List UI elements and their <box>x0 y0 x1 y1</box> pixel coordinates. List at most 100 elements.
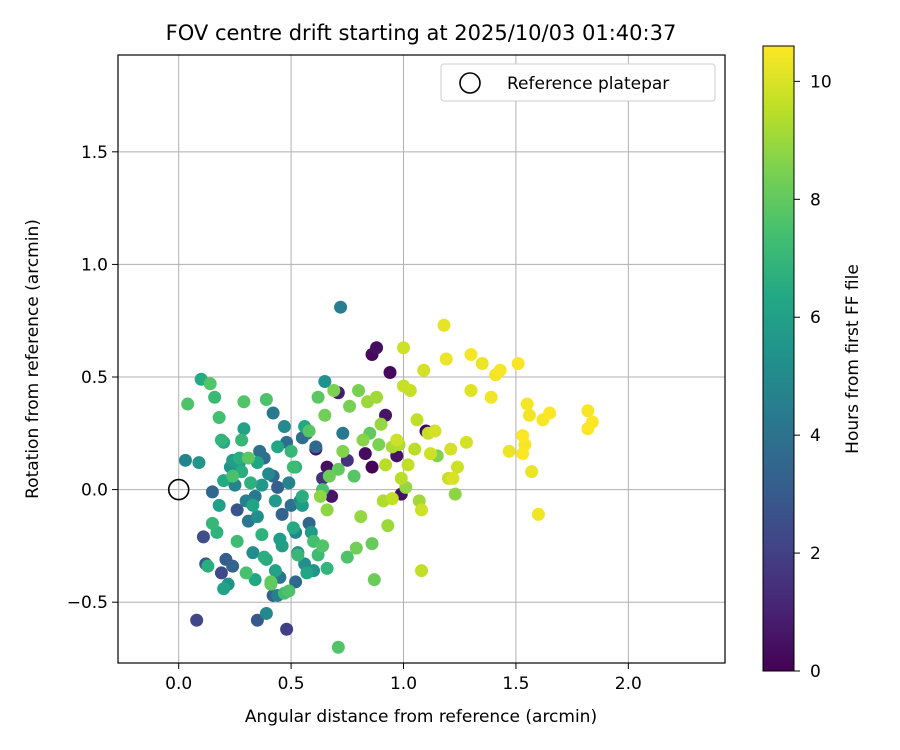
data-point <box>343 399 357 413</box>
data-point <box>331 462 345 476</box>
data-point <box>246 546 260 560</box>
data-point <box>370 390 384 404</box>
data-point <box>397 341 411 355</box>
data-point <box>417 363 431 377</box>
data-point <box>255 528 269 542</box>
data-point <box>277 420 291 434</box>
data-point <box>311 390 325 404</box>
data-point <box>415 564 428 578</box>
data-point <box>237 422 251 436</box>
data-point <box>581 404 595 418</box>
data-point <box>289 575 303 589</box>
colorbar-tick-label: 10 <box>810 72 832 92</box>
colorbar-tick-label: 0 <box>810 662 821 682</box>
data-point <box>444 442 458 456</box>
data-point <box>484 390 498 404</box>
data-point <box>408 442 422 456</box>
data-point <box>336 444 350 458</box>
data-point <box>374 417 388 431</box>
data-point <box>522 408 536 422</box>
data-point <box>266 406 280 420</box>
y-tick-label: −0.5 <box>67 593 108 613</box>
data-point <box>257 550 271 564</box>
data-point <box>286 460 300 474</box>
data-point <box>300 566 314 580</box>
data-point <box>423 447 437 461</box>
data-point <box>347 469 361 483</box>
data-point <box>502 444 516 458</box>
data-point <box>235 433 249 447</box>
data-point <box>365 537 379 551</box>
data-point <box>230 503 244 517</box>
data-point <box>205 485 219 499</box>
data-point <box>271 480 285 494</box>
data-point <box>316 539 330 553</box>
data-point <box>464 347 478 361</box>
data-point <box>237 395 251 409</box>
data-point <box>320 561 334 575</box>
data-point <box>262 467 276 481</box>
data-point <box>428 424 442 438</box>
data-point <box>516 447 530 461</box>
data-point <box>385 492 399 506</box>
colorbar-ticks: 0 2 4 6 8 10 <box>794 72 832 682</box>
data-point <box>367 573 381 587</box>
data-point <box>302 424 316 438</box>
y-tick-label: 1.0 <box>81 255 108 275</box>
data-point <box>255 478 269 492</box>
data-point <box>331 640 345 654</box>
data-point <box>383 366 397 380</box>
data-point <box>313 489 327 503</box>
grid <box>118 55 725 663</box>
data-point <box>268 494 282 508</box>
data-point <box>349 541 363 555</box>
data-point <box>390 433 404 447</box>
data-point <box>241 451 255 465</box>
legend-box <box>440 63 716 102</box>
data-point <box>520 397 534 411</box>
data-point <box>271 440 285 454</box>
data-point <box>181 397 195 411</box>
data-point <box>340 550 354 564</box>
data-point <box>318 408 332 422</box>
data-point <box>282 584 296 598</box>
colorbar-tick-label: 4 <box>810 426 821 446</box>
data-point <box>230 534 244 548</box>
data-point <box>410 413 424 427</box>
data-point <box>585 415 599 429</box>
data-point <box>284 444 298 458</box>
data-point <box>275 539 289 553</box>
data-point <box>450 460 464 474</box>
y-tick-label: 1.5 <box>81 143 108 163</box>
data-point <box>275 507 289 521</box>
x-axis-ticks: 0.0 0.5 1.0 1.5 2.0 <box>165 663 642 694</box>
data-point <box>475 357 489 371</box>
data-point <box>354 510 368 524</box>
data-point <box>291 548 305 562</box>
data-point <box>226 469 240 483</box>
data-point <box>446 471 460 485</box>
data-point <box>334 300 348 314</box>
colorbar-label: Hours from first FF file <box>843 264 863 454</box>
data-point <box>259 393 273 407</box>
data-point <box>178 453 192 467</box>
colorbar-tick-label: 6 <box>810 308 821 328</box>
data-point <box>379 458 393 472</box>
data-point <box>246 498 260 512</box>
data-point <box>516 429 530 443</box>
data-point <box>493 363 507 377</box>
legend: Reference platepar <box>440 63 716 102</box>
data-point <box>439 352 453 366</box>
data-point <box>318 375 332 389</box>
data-point <box>280 622 294 636</box>
data-point <box>212 411 226 425</box>
y-axis-label: Rotation from reference (arcmin) <box>23 219 43 499</box>
points-layer <box>178 300 599 654</box>
data-point <box>511 357 525 371</box>
reference-marker <box>167 478 190 501</box>
data-point <box>336 426 350 440</box>
colorbar-tick-label: 8 <box>810 190 821 210</box>
data-point <box>464 384 478 398</box>
data-point <box>248 573 262 587</box>
data-point <box>239 566 253 580</box>
